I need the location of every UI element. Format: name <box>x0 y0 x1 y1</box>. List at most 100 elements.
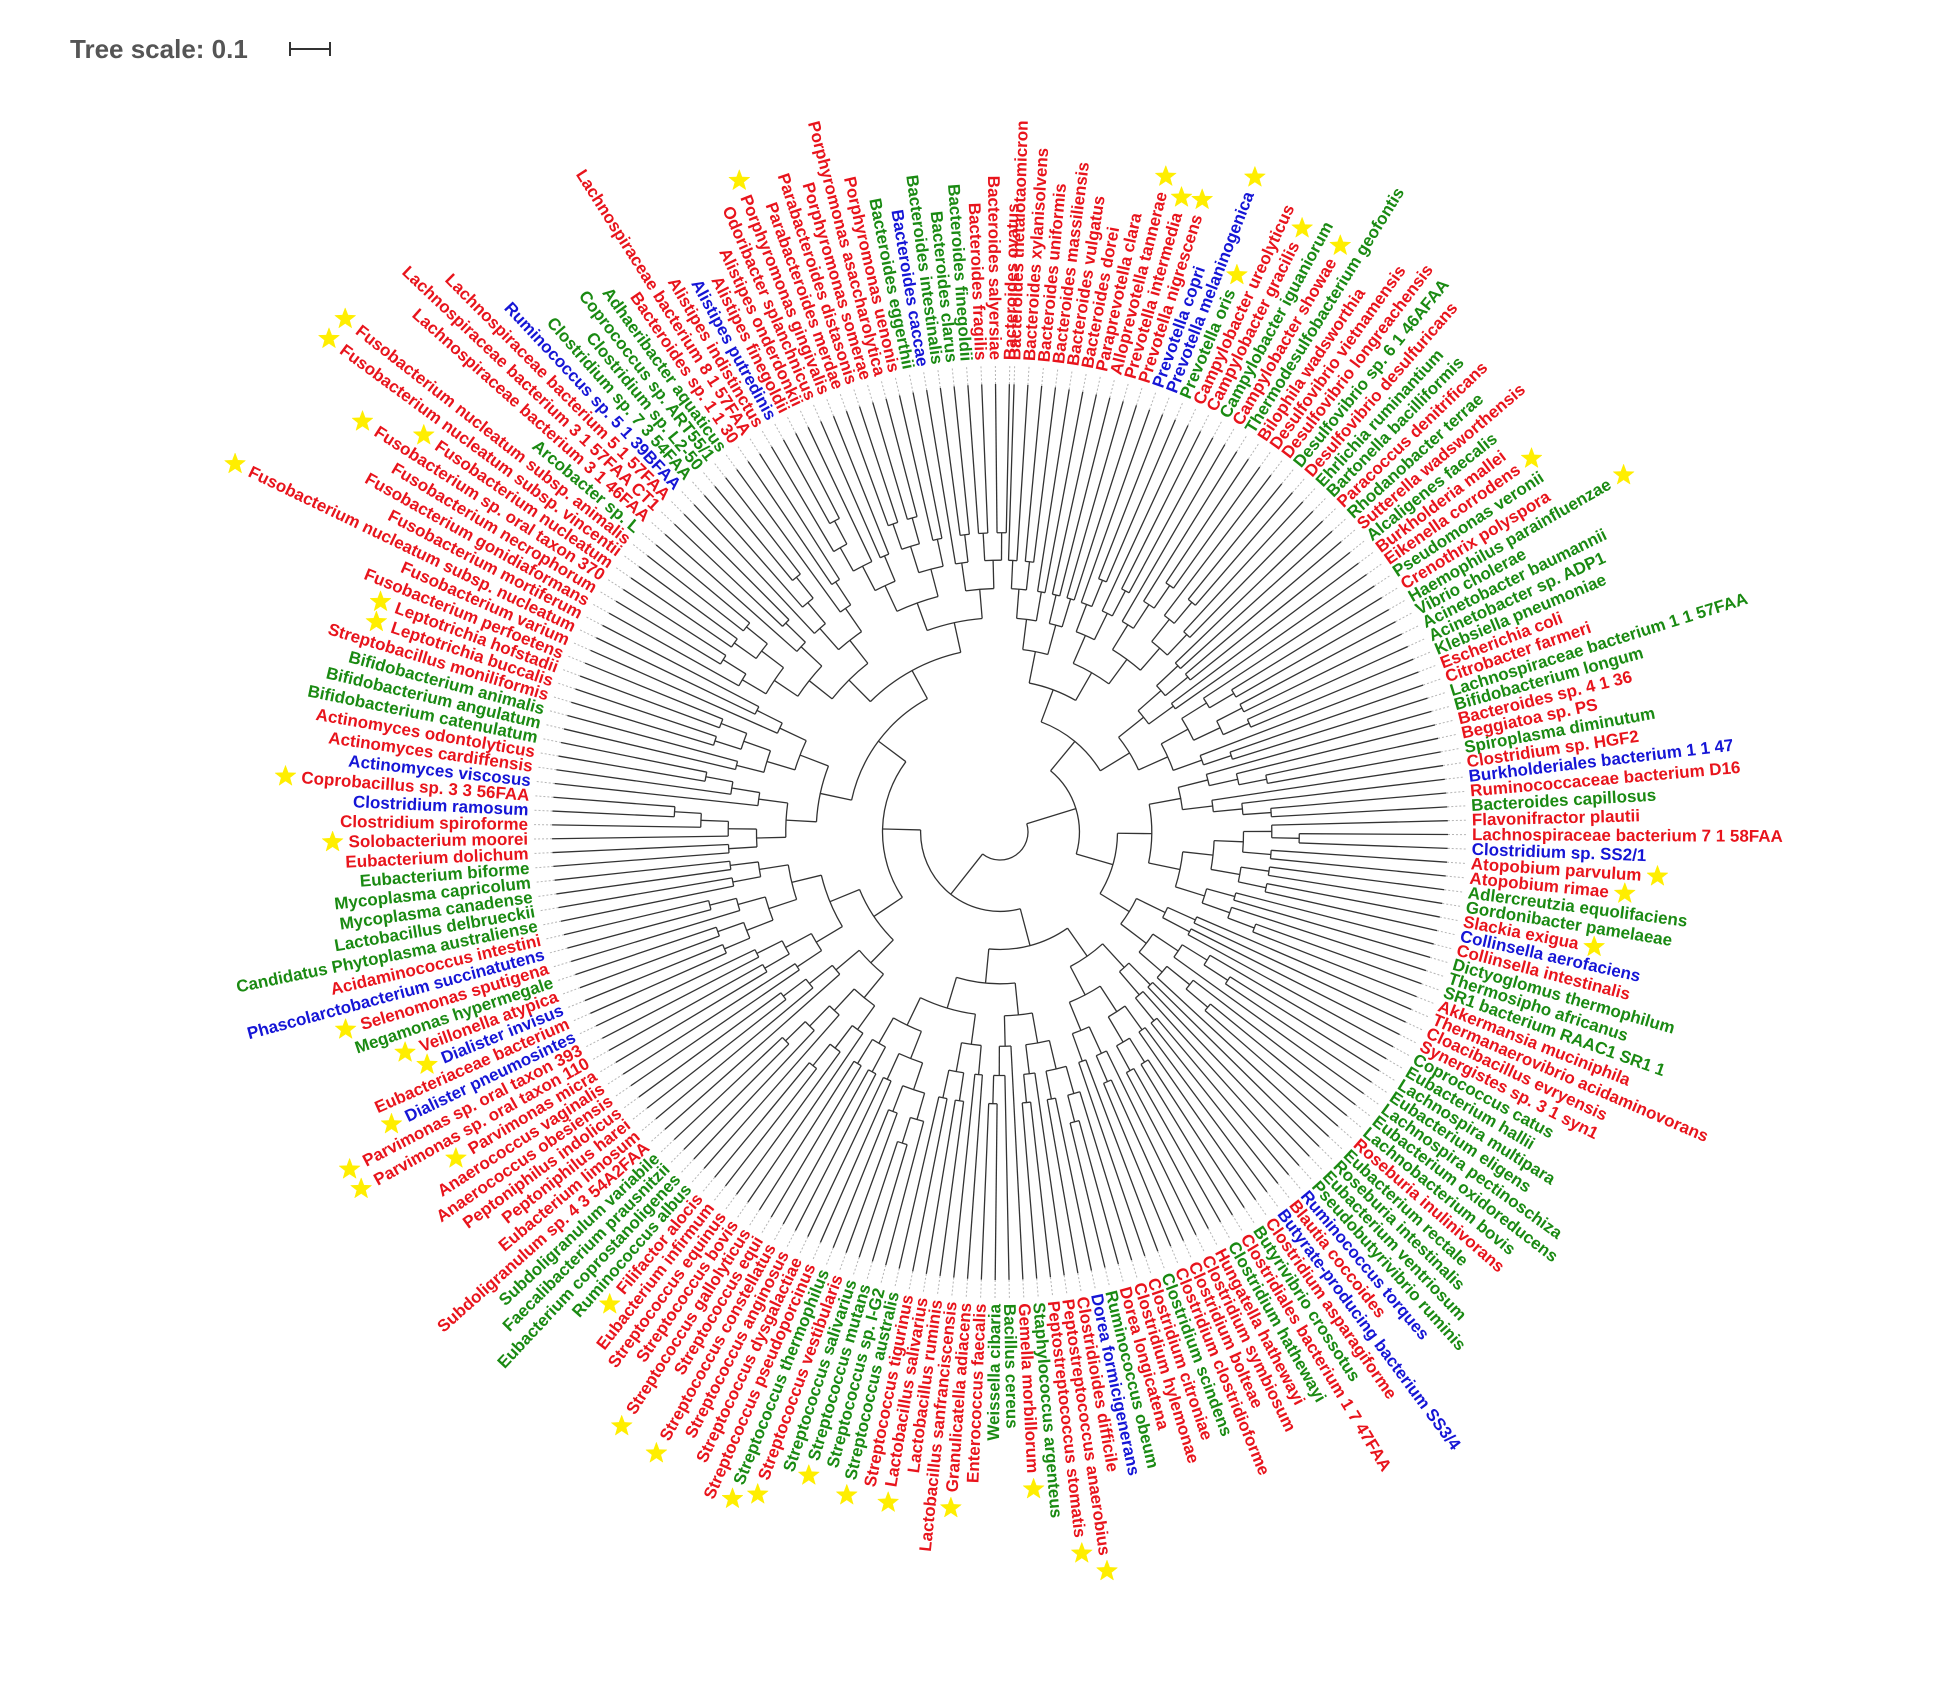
branch-segment <box>1209 692 1235 709</box>
leader-line <box>839 394 847 412</box>
branch-segment <box>1105 419 1176 583</box>
branch-segment <box>558 877 733 909</box>
branch-segment <box>1061 598 1072 628</box>
branch-segment <box>1036 389 1070 592</box>
branch-arc <box>1267 866 1271 876</box>
branch-segment <box>815 926 843 943</box>
star-icon <box>939 1496 962 1518</box>
leader-line <box>1013 366 1016 385</box>
branch-segment <box>683 1043 790 1150</box>
branch-segment <box>1299 833 1448 836</box>
leader-line <box>607 579 624 590</box>
leader-line <box>1122 383 1129 402</box>
branch-segment <box>1242 851 1271 856</box>
branch-arc <box>1265 775 1269 784</box>
branch-arc <box>722 944 727 954</box>
branch-segment <box>1007 384 1015 561</box>
leader-line <box>1442 902 1461 907</box>
leader-line <box>1374 575 1390 587</box>
star-icon <box>1070 1541 1093 1563</box>
branch-arc <box>1252 923 1257 933</box>
branch-arc <box>1075 631 1095 641</box>
branch-segment <box>786 819 817 823</box>
branch-arc <box>754 949 760 958</box>
branch-arc <box>1202 697 1211 709</box>
branch-segment <box>1015 589 1020 619</box>
branch-segment <box>906 997 921 1026</box>
branch-arc <box>1147 981 1154 988</box>
branch-arc <box>796 641 806 652</box>
branch-arc <box>1239 704 1245 713</box>
branch-arc <box>1099 833 1119 894</box>
branch-segment <box>980 1103 990 1280</box>
leader-line <box>799 410 809 428</box>
branch-segment <box>782 978 807 997</box>
branch-segment <box>832 1109 890 1249</box>
branch-segment <box>1067 1095 1076 1123</box>
leader-line <box>774 1223 784 1241</box>
branch-arc <box>1193 916 1198 924</box>
leader-line <box>894 1268 900 1287</box>
branch-segment <box>1250 658 1414 728</box>
branch-arc <box>1069 1120 1080 1124</box>
leader-line <box>536 781 555 784</box>
branch-arc <box>1242 831 1245 853</box>
branch-arc <box>1177 787 1184 810</box>
branch-segment <box>1164 676 1189 697</box>
branch-segment <box>1160 728 1189 745</box>
branch-arc <box>1116 1037 1130 1047</box>
leader-line <box>1425 970 1444 977</box>
branch-segment <box>1209 954 1387 1060</box>
branch-segment <box>1192 979 1356 1106</box>
branch-arc <box>1047 1097 1056 1101</box>
leader-line <box>1318 1146 1333 1160</box>
branch-arc <box>920 997 976 1015</box>
branch-segment <box>1173 956 1365 1095</box>
branch-segment <box>1133 1068 1222 1223</box>
branch-arc <box>794 740 807 771</box>
branch-arc <box>839 604 852 613</box>
branch-segment <box>553 796 675 808</box>
branch-segment <box>553 852 730 868</box>
leader-line <box>1236 436 1247 452</box>
branch-segment <box>967 385 980 534</box>
branch-arc <box>1040 721 1101 772</box>
branch-segment <box>782 1069 870 1225</box>
leader-line <box>1378 1070 1395 1081</box>
branch-segment <box>1021 1102 1038 1279</box>
branch-segment <box>1026 807 1077 825</box>
branch-segment <box>1066 401 1124 599</box>
leader-line <box>1431 706 1449 712</box>
branch-segment <box>912 392 943 539</box>
branch-segment <box>966 1074 984 1279</box>
branch-segment <box>1136 897 1166 914</box>
branch-segment <box>1010 560 1014 589</box>
branch-segment <box>1185 541 1342 675</box>
branch-segment <box>590 952 727 1014</box>
branch-segment <box>884 585 898 612</box>
branch-segment <box>1075 604 1088 632</box>
branch-segment <box>1203 964 1229 981</box>
leader-line <box>909 374 914 393</box>
star-icon <box>412 423 435 445</box>
branch-segment <box>794 1073 877 1231</box>
branch-arc <box>1246 719 1252 728</box>
leader-line <box>799 1236 809 1254</box>
branch-arc <box>700 813 702 828</box>
branch-arc <box>853 988 876 1007</box>
leader-line <box>534 852 553 854</box>
branch-segment <box>674 811 702 815</box>
leader-line <box>615 567 632 579</box>
branch-segment <box>909 546 920 573</box>
branch-segment <box>807 426 873 562</box>
leader-line <box>1220 1221 1230 1238</box>
leader-line <box>692 481 705 496</box>
branch-arc <box>853 1060 862 1067</box>
leader-line <box>1446 861 1465 864</box>
branch-segment <box>630 577 732 648</box>
branch-segment <box>1033 387 1057 563</box>
branch-segment <box>1193 727 1221 741</box>
leaf-label: Solobacterium moorei <box>348 830 528 852</box>
branch-segment <box>955 1042 963 1072</box>
